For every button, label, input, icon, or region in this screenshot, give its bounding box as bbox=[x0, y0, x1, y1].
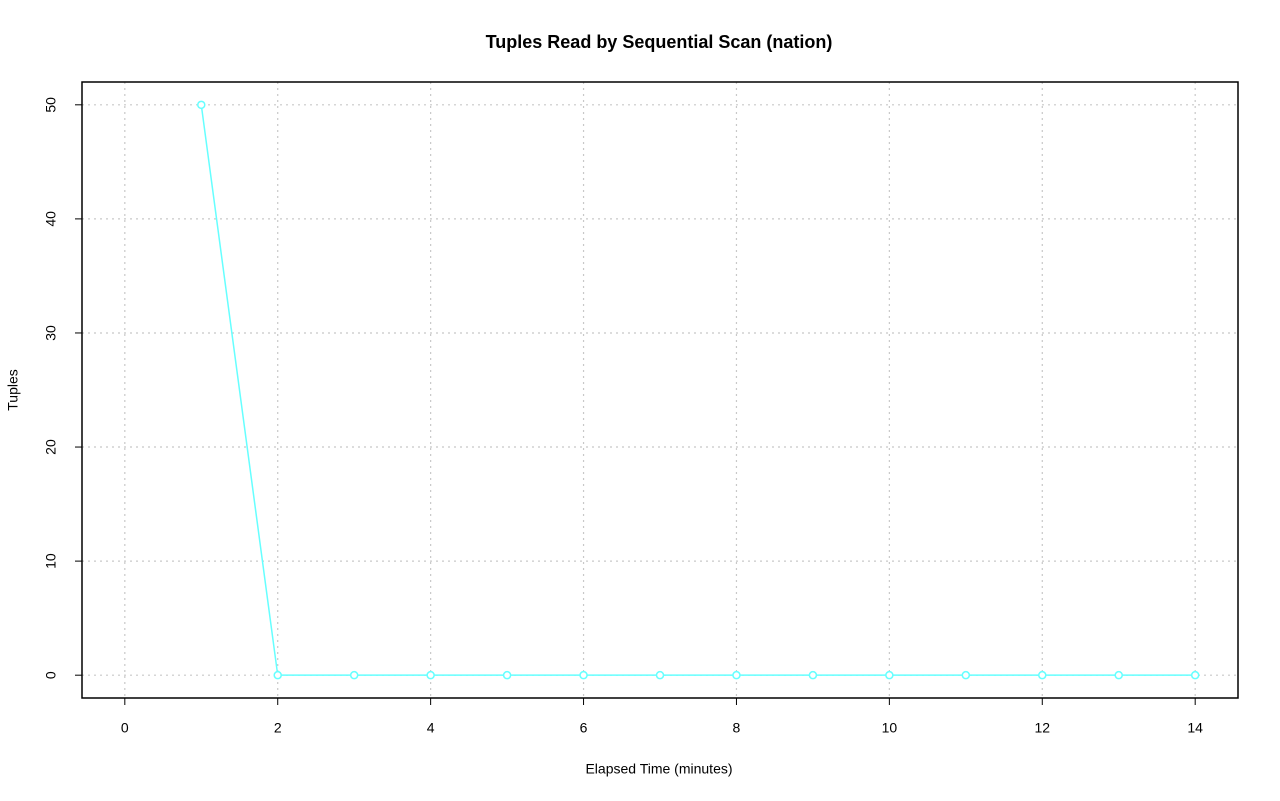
x-tick-label: 8 bbox=[733, 720, 741, 736]
plot-frame bbox=[81, 81, 1239, 699]
y-tick-label: 10 bbox=[43, 553, 59, 569]
x-tick-label: 10 bbox=[882, 720, 898, 736]
point bbox=[579, 670, 588, 680]
point bbox=[197, 100, 206, 110]
point bbox=[1190, 670, 1200, 680]
chart-title: Tuples Read by Sequential Scan (nation) bbox=[486, 32, 833, 52]
point bbox=[885, 670, 894, 680]
x-tick-label: 4 bbox=[427, 720, 435, 736]
point bbox=[426, 670, 435, 680]
point bbox=[1038, 670, 1047, 680]
x-tick-label: 2 bbox=[274, 720, 282, 736]
x-tick-label: 6 bbox=[580, 720, 588, 736]
y-axis-label: Tuples bbox=[5, 369, 21, 411]
point bbox=[1114, 670, 1123, 680]
x-tick-label: 12 bbox=[1034, 720, 1050, 736]
x-axis-label: Elapsed Time (minutes) bbox=[585, 761, 732, 777]
y-tick-label: 50 bbox=[43, 97, 59, 113]
series-line bbox=[200, 104, 1196, 676]
point bbox=[961, 670, 971, 680]
point bbox=[349, 670, 359, 680]
point bbox=[808, 670, 818, 680]
point bbox=[502, 670, 512, 680]
y-tick-label: 20 bbox=[43, 439, 59, 455]
point bbox=[655, 670, 665, 680]
y-tick-label: 30 bbox=[43, 325, 59, 341]
y-tick-label: 40 bbox=[43, 211, 59, 227]
x-tick-label: 0 bbox=[121, 720, 129, 736]
point bbox=[273, 670, 282, 680]
point bbox=[732, 670, 741, 680]
x-tick-label: 14 bbox=[1187, 720, 1203, 736]
y-tick-label: 0 bbox=[43, 671, 59, 679]
